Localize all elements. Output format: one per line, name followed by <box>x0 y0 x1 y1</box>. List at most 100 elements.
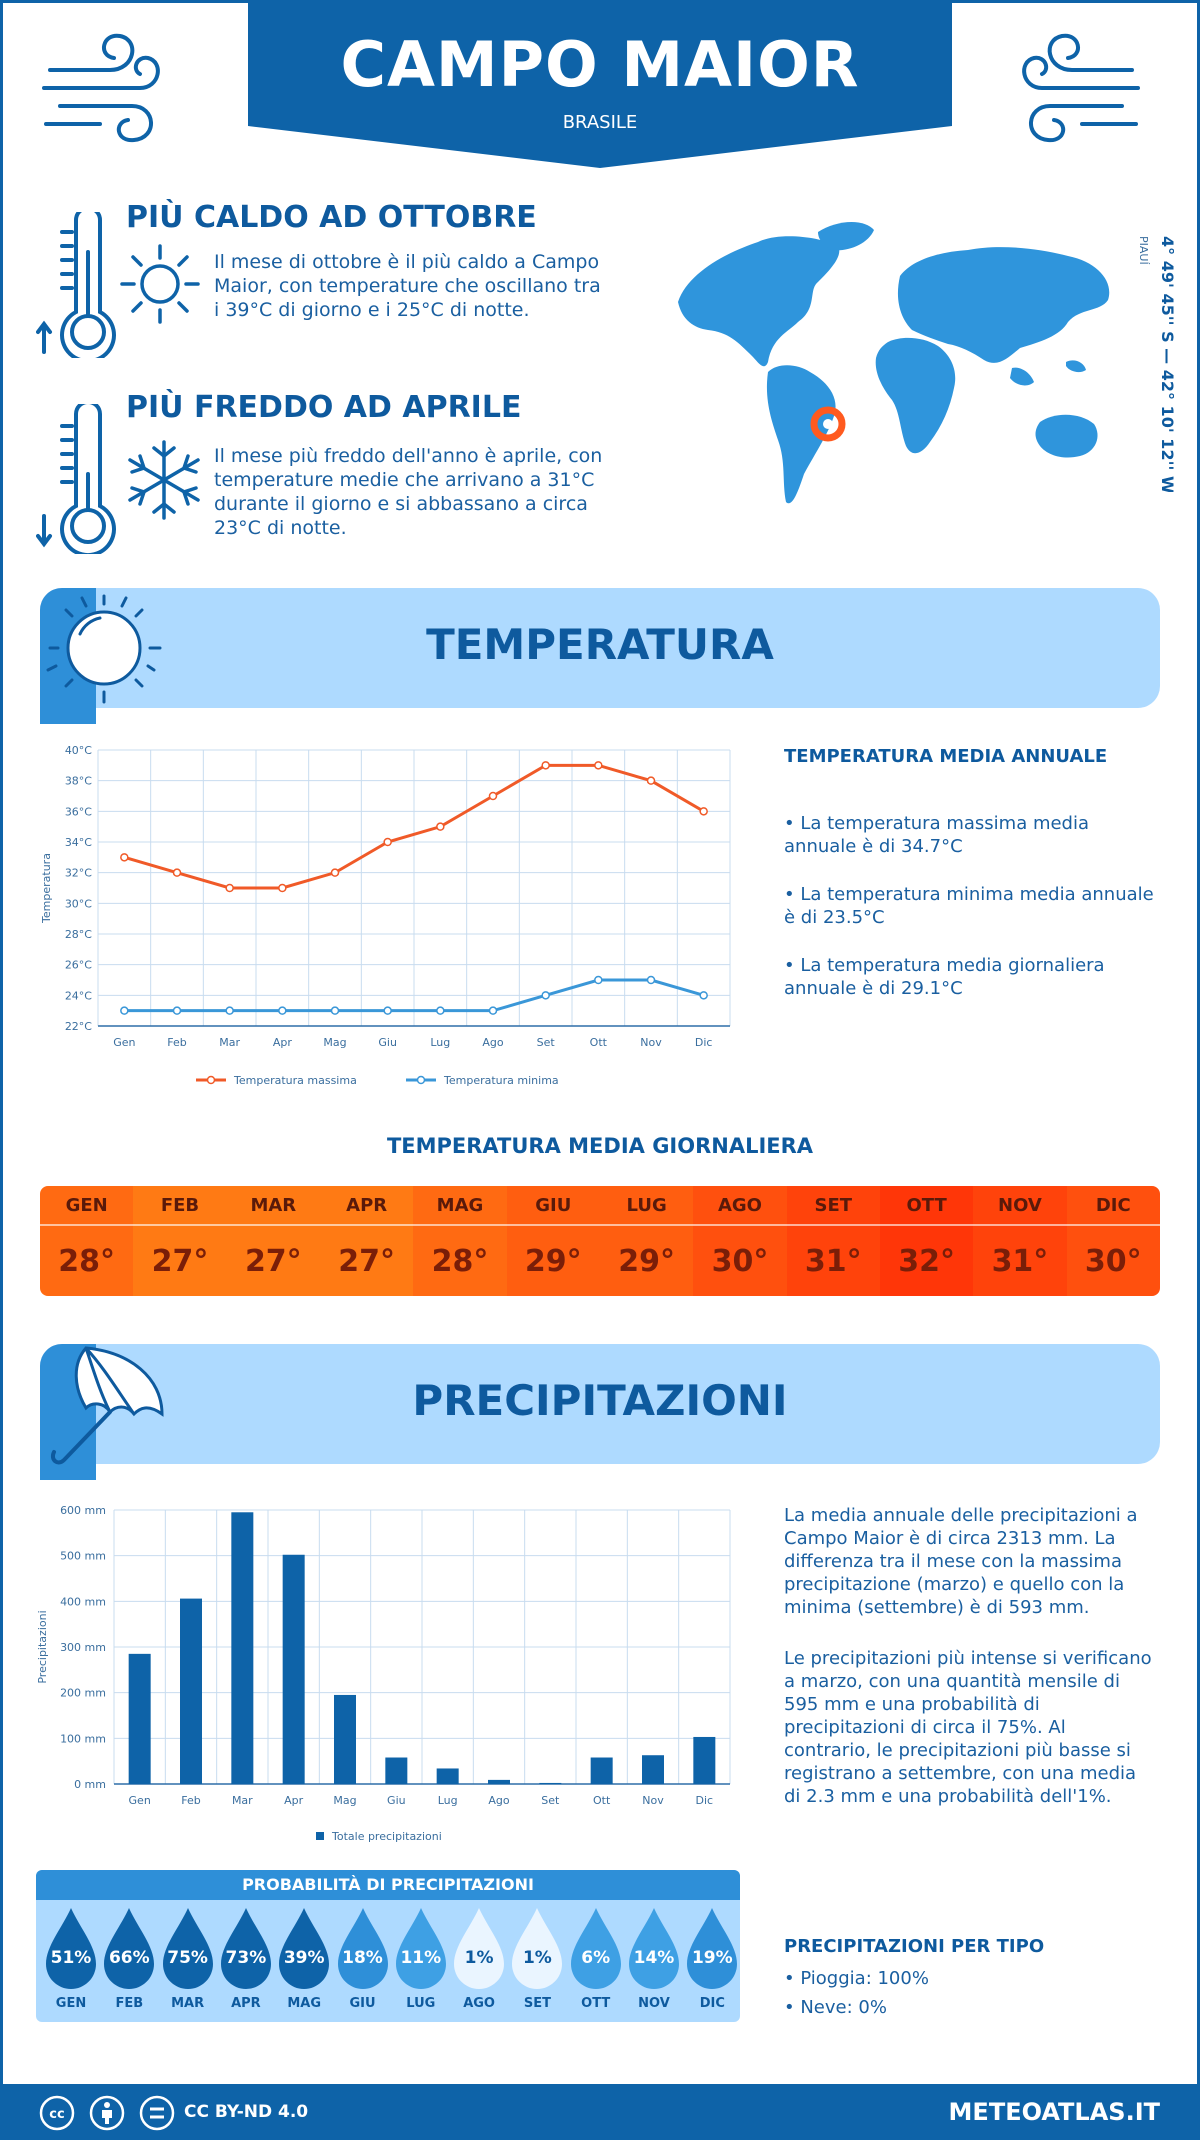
y-tick-label: 38°C <box>65 775 92 788</box>
precip-drop: 6% OTT <box>567 1906 625 2018</box>
daily-temp-value: 29° <box>618 1243 675 1279</box>
daily-temp-column: LUG 29° <box>599 1186 694 1296</box>
x-tick-label: Gen <box>113 1036 135 1049</box>
daily-temp-value: 29° <box>524 1243 582 1279</box>
precip-probability-month: DIC <box>699 1996 725 2011</box>
header-banner <box>248 0 952 168</box>
precip-bar <box>590 1757 613 1784</box>
precip-probability-panel: PROBABILITÀ DI PRECIPITAZIONI 51% GEN 66% F… <box>36 1870 740 2022</box>
thermometer-hot-icon <box>36 212 116 358</box>
precipitation-chart: 0 mm 100 mm 200 mm 300 mm 400 mm 500 mm 600 mm… <box>36 1504 731 1843</box>
raindrop-icon <box>395 1908 446 1989</box>
precip-drop: 18% GIU <box>334 1906 392 2018</box>
precip-probability-month: AGO <box>463 1996 495 2011</box>
y-tick-label: 30°C <box>65 897 92 910</box>
daily-temp-column: OTT 32° <box>879 1186 974 1296</box>
data-point <box>120 853 129 862</box>
precip-probability-value: 39% <box>283 1948 325 1968</box>
license-icons: cc <box>39 2095 175 2131</box>
x-tick-label: Mag <box>333 1794 356 1807</box>
precip-probability-month: FEB <box>115 1996 144 2011</box>
precip-drop: 19% DIC <box>683 1906 740 2018</box>
precip-drop: 75% MAR <box>159 1906 217 2018</box>
y-tick-label: 0 mm <box>74 1778 106 1791</box>
precip-drop: 73% APR <box>217 1906 275 2018</box>
precipitation-band <box>40 1344 1160 1464</box>
raindrop-icon <box>570 1908 621 1989</box>
data-point <box>120 1006 129 1015</box>
precip-probability-value: 73% <box>225 1948 267 1968</box>
x-tick-label: Feb <box>167 1036 186 1049</box>
precip-probability-month: APR <box>231 1996 261 2011</box>
daily-temp-column: FEB 27° <box>133 1186 227 1296</box>
x-tick-label: Dic <box>696 1794 714 1807</box>
daily-temp-month: SET <box>786 1186 880 1226</box>
daily-temp-value: 28° <box>431 1243 489 1279</box>
y-tick-label: 22°C <box>65 1020 92 1033</box>
y-tick-label: 100 mm <box>60 1732 106 1745</box>
hottest-title: PIÙ CALDO AD OTTOBRE <box>126 200 537 235</box>
thermometer-cold-icon <box>36 404 116 554</box>
y-tick-label: 400 mm <box>60 1595 106 1608</box>
precip-probability-value: 6% <box>581 1948 611 1968</box>
precip-probability-month: MAR <box>171 1996 205 2011</box>
coordinates-text: 4° 49' 45'' S — 42° 10' 12'' W <box>1158 236 1174 492</box>
raindrop-icon <box>220 1908 271 1989</box>
precip-probability-value: 18% <box>342 1948 383 1968</box>
site-link[interactable]: METEOATLAS.IT <box>948 2098 1160 2126</box>
precip-probability-value: 75% <box>167 1948 208 1968</box>
x-tick-label: Feb <box>181 1794 200 1807</box>
raindrop-icon <box>454 1908 505 1989</box>
data-point <box>278 883 287 893</box>
x-tick-label: Ott <box>593 1794 611 1807</box>
raindrop-icon <box>279 1908 330 1989</box>
legend-label: Temperatura minima <box>443 1074 559 1087</box>
raindrop-icon <box>512 1908 563 1989</box>
precip-probability-month: NOV <box>638 1996 670 2011</box>
precip-bar <box>436 1768 459 1784</box>
daily-temp-month: FEB <box>133 1186 227 1226</box>
y-tick-label: 24°C <box>65 989 92 1002</box>
daily-temp-column: GIU 29° <box>506 1186 600 1296</box>
data-point <box>541 761 550 770</box>
precip-bar <box>488 1779 510 1784</box>
daily-temp-month: MAG <box>413 1186 507 1226</box>
y-tick-label: 200 mm <box>60 1687 106 1700</box>
region-label: PIAUÍ <box>1137 236 1150 265</box>
x-tick-label: Lug <box>430 1036 450 1049</box>
y-tick-label: 34°C <box>65 836 92 849</box>
precip-probability-month: GEN <box>55 1996 87 2011</box>
daily-temp-value: 31° <box>804 1243 862 1279</box>
legend-marker <box>206 1075 216 1085</box>
precip-bar <box>282 1554 305 1784</box>
data-point <box>488 1006 498 1015</box>
daily-temp-value: 30° <box>711 1243 769 1279</box>
precip-probability-value: 19% <box>691 1948 733 1968</box>
x-tick-label: Set <box>537 1036 556 1049</box>
precip-probability-value: 51% <box>50 1948 92 1968</box>
legend-label: Temperatura massima <box>233 1074 357 1087</box>
raindrop-icon <box>337 1908 388 1989</box>
data-point <box>225 1006 234 1015</box>
precip-bar <box>642 1755 664 1784</box>
x-tick-label: Set <box>541 1794 560 1807</box>
x-tick-label: Mar <box>232 1794 253 1807</box>
data-point <box>699 807 708 816</box>
coordinates-label: PIAUÍ 4° 49' 45'' S — 42° 10' 12'' W <box>1137 236 1174 492</box>
precip-probability-month: MAG <box>287 1996 322 2011</box>
y-axis-label: Temperatura <box>40 853 53 924</box>
precip-drop: 11% LUG <box>392 1906 450 2018</box>
precip-probability-value: 66% <box>108 1948 150 1968</box>
snowflake-icon <box>128 440 200 520</box>
daily-temp-month: MAR <box>226 1186 320 1226</box>
x-tick-label: Giu <box>378 1036 397 1049</box>
series-line-max <box>123 763 705 890</box>
x-tick-label: Gen <box>129 1794 151 1807</box>
city-title: CAMPO MAIOR <box>340 28 860 101</box>
daily-temp-month: AGO <box>693 1186 787 1226</box>
precip-bar <box>693 1736 716 1784</box>
series-line-min <box>124 978 705 1013</box>
precip-bar <box>128 1653 151 1784</box>
raindrop-icon <box>46 1908 96 1989</box>
y-tick-label: 28°C <box>65 928 92 941</box>
